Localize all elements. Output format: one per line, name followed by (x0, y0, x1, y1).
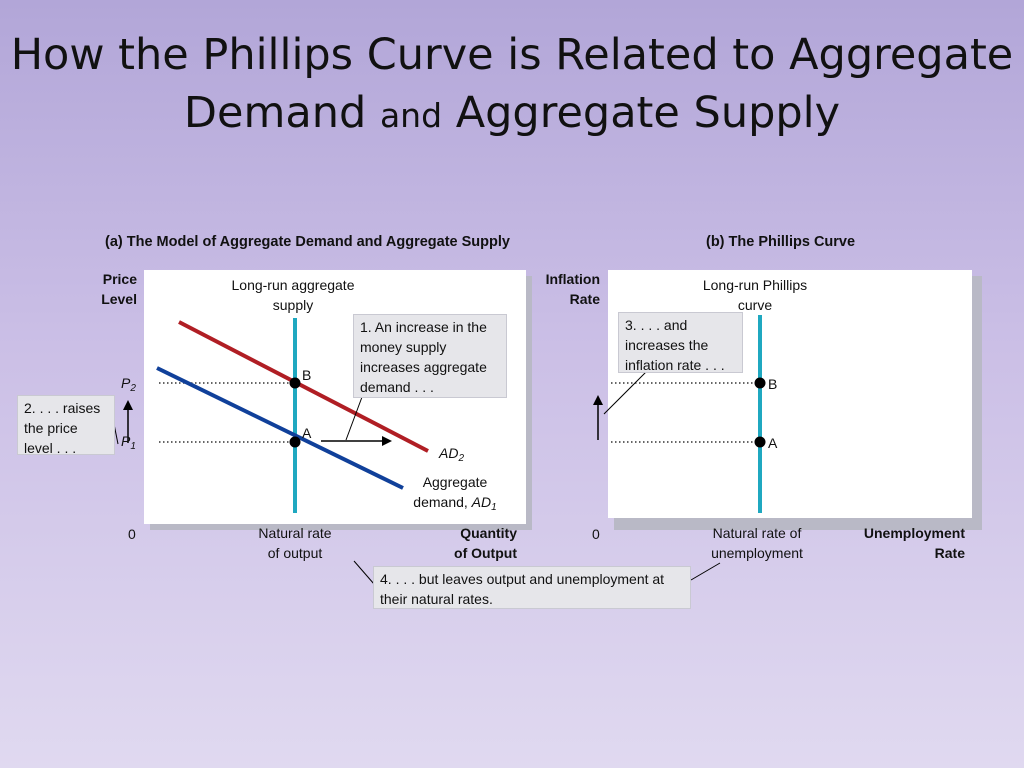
panel-a-origin: 0 (128, 526, 136, 542)
point-b-marker (289, 377, 301, 389)
panel-b-y-axis-label: Inflation Rate (545, 271, 600, 307)
callout-3: 3. . . . and increases the inflation rat… (618, 312, 743, 373)
ad1-label: Aggregate demand, AD1 (413, 474, 497, 513)
inflation-up-arrowhead (593, 395, 603, 405)
callout-4: 4. . . . but leaves output and unemploym… (373, 566, 691, 609)
title-aggregate-supply: Aggregate Supply (442, 88, 841, 138)
callout-4-leader-left (353, 560, 375, 585)
panel-a-title: (a) The Model of Aggregate Demand and Ag… (105, 234, 510, 250)
callout-4-leader-right (690, 562, 721, 581)
callout-1: 1. An increase in the money supply incre… (353, 314, 507, 398)
point-b2-marker (754, 377, 766, 389)
lras-label: Long-run aggregate supply (231, 277, 355, 313)
callout-3-leader (603, 371, 647, 415)
point-a2-marker (754, 436, 766, 448)
slide-title-line-1: How the Phillips Curve is Related to Agg… (10, 30, 1014, 80)
callout-1-leader (345, 396, 363, 441)
point-b-label: B (302, 367, 312, 383)
natural-rate-output-label: Natural rate of output (258, 525, 332, 561)
title-demand: Demand (183, 88, 380, 138)
point-a-label: A (302, 425, 312, 441)
panel-b-x-axis-label: Unemployment Rate (863, 525, 965, 561)
ad-shift-arrowhead (382, 436, 392, 446)
title-and: and (379, 96, 443, 135)
p2-label: P2 (121, 375, 136, 394)
natural-rate-unemployment-label: Natural rate of unemployment (711, 525, 803, 561)
lrpc-label: Long-run Phillips curve (702, 277, 808, 313)
slide-title-line-2: Demand and Aggregate Supply (0, 84, 1024, 145)
point-a-marker (289, 436, 301, 448)
ad1-line (156, 366, 404, 490)
p1-label: P1 (121, 433, 136, 452)
ad2-label: AD2 (439, 445, 465, 464)
panel-a-x-axis-label: Quantity of Output (454, 525, 517, 561)
slide-title: How the Phillips Curve is Related to Agg… (0, 26, 1024, 145)
ad2-line (178, 320, 429, 453)
price-up-arrowhead (123, 400, 133, 410)
point-b2-label: B (768, 376, 778, 392)
panel-b-plot (608, 270, 972, 518)
panel-a-y-axis-label: Price Level (101, 271, 137, 307)
callout-2: 2. . . . raises the price level . . . (17, 395, 115, 456)
panel-b-origin: 0 (592, 526, 600, 542)
point-a2-label: A (768, 435, 778, 451)
panel-b-title: (b) The Phillips Curve (706, 234, 856, 250)
